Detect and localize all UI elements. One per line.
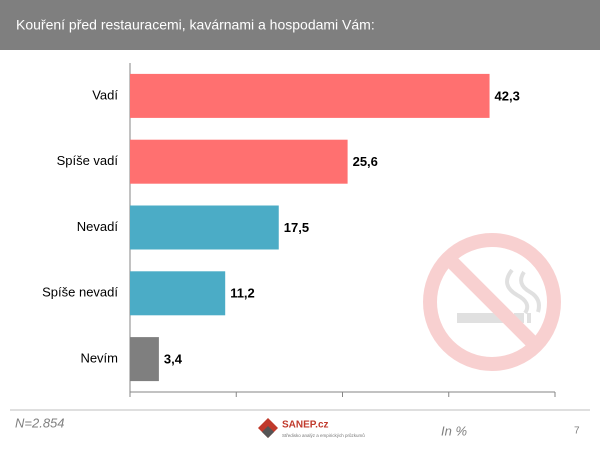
sample-size: N=2.854 — [15, 415, 65, 430]
category-label: Spíše nevadí — [42, 285, 118, 300]
category-label: Spíše vadí — [57, 153, 119, 168]
bar — [130, 337, 159, 382]
logo: SANEP.cz Středisko analýz a empirických … — [258, 418, 365, 438]
bar — [130, 271, 226, 316]
value-label: 42,3 — [495, 88, 520, 103]
value-label: 3,4 — [164, 352, 183, 367]
unit-note: In % — [441, 423, 467, 438]
bar — [130, 205, 279, 250]
chart-title: Kouření před restauracemi, kavárnami a h… — [16, 17, 375, 33]
category-label: Nevím — [80, 351, 118, 366]
value-label: 11,2 — [230, 286, 255, 301]
value-label: 25,6 — [353, 154, 378, 169]
header-bar — [0, 0, 600, 50]
category-label: Nevadí — [77, 219, 119, 234]
bar — [130, 73, 490, 118]
bar — [130, 139, 348, 184]
no-smoking-icon — [423, 233, 561, 371]
category-label: Vadí — [92, 87, 118, 102]
logo-text: SANEP.cz — [282, 420, 329, 431]
logo-tagline: Středisko analýz a empirických průzkumů — [282, 432, 365, 438]
value-label: 17,5 — [284, 220, 309, 235]
page-number: 7 — [574, 426, 580, 437]
